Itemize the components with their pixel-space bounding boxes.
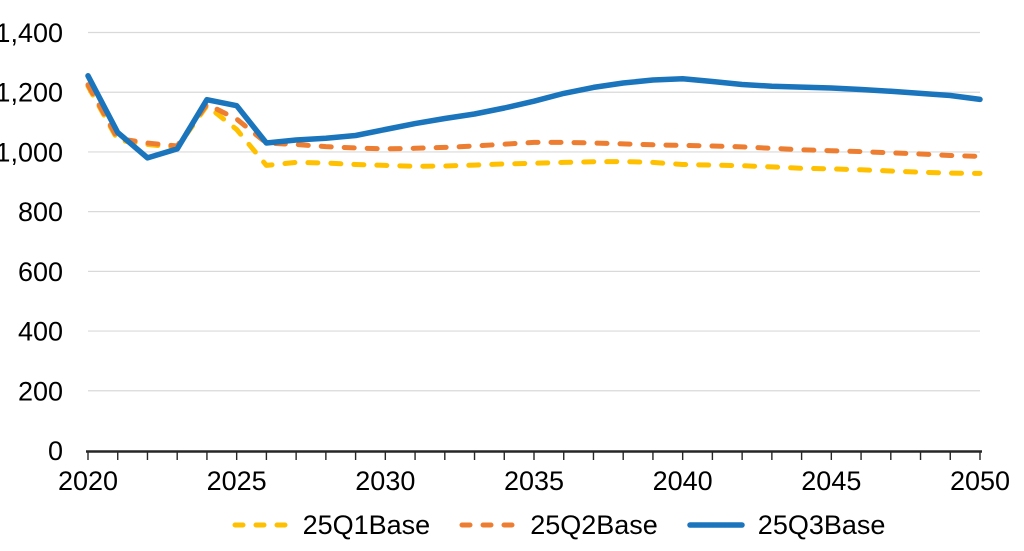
plot-area: 0 200 400 600 800 1,000 1,200 1,400 2020 2025 2030… — [0, 18, 1010, 496]
x-axis-tick-label: 2050 — [950, 466, 1010, 496]
y-axis-tick-label: 400 — [18, 317, 63, 347]
chart-legend: 25Q1Base 25Q2Base 25Q3Base — [0, 502, 1024, 548]
x-axis-tick-label: 2035 — [504, 466, 564, 496]
legend-line-sample-dashed — [232, 522, 290, 528]
legend-label: 25Q3Base — [757, 509, 886, 540]
series-line-25q2base — [85, 82, 983, 159]
x-axis-tick-label: 2025 — [207, 466, 267, 496]
legend-item-25q2base: 25Q2Base — [458, 509, 658, 540]
legend-item-25q3base: 25Q3Base — [686, 509, 886, 540]
series-line-25q1base — [85, 83, 983, 176]
series-line-25q3base — [85, 73, 983, 161]
x-axis-tick-label: 2030 — [355, 466, 415, 496]
legend-line-sample-solid — [687, 522, 745, 528]
y-axis-tick-label: 1,400 — [0, 18, 63, 48]
legend-label: 25Q2Base — [530, 509, 658, 540]
y-axis-tick-label: 800 — [18, 197, 63, 227]
y-axis-tick-label: 1,200 — [0, 78, 63, 108]
y-axis-tick-label: 600 — [18, 257, 63, 287]
x-axis-tick-label: 2040 — [653, 466, 713, 496]
legend-item-25q1base: 25Q1Base — [231, 509, 431, 540]
x-axis-tick-label: 2045 — [801, 466, 861, 496]
y-axis-tick-label: 200 — [18, 376, 63, 406]
y-axis-tick-label: 1,000 — [0, 137, 63, 167]
x-axis-tick-label: 2020 — [58, 466, 118, 496]
legend-line-sample-dashed — [459, 522, 517, 528]
legend-label: 25Q1Base — [302, 509, 431, 540]
y-axis-tick-label: 0 — [48, 436, 63, 466]
